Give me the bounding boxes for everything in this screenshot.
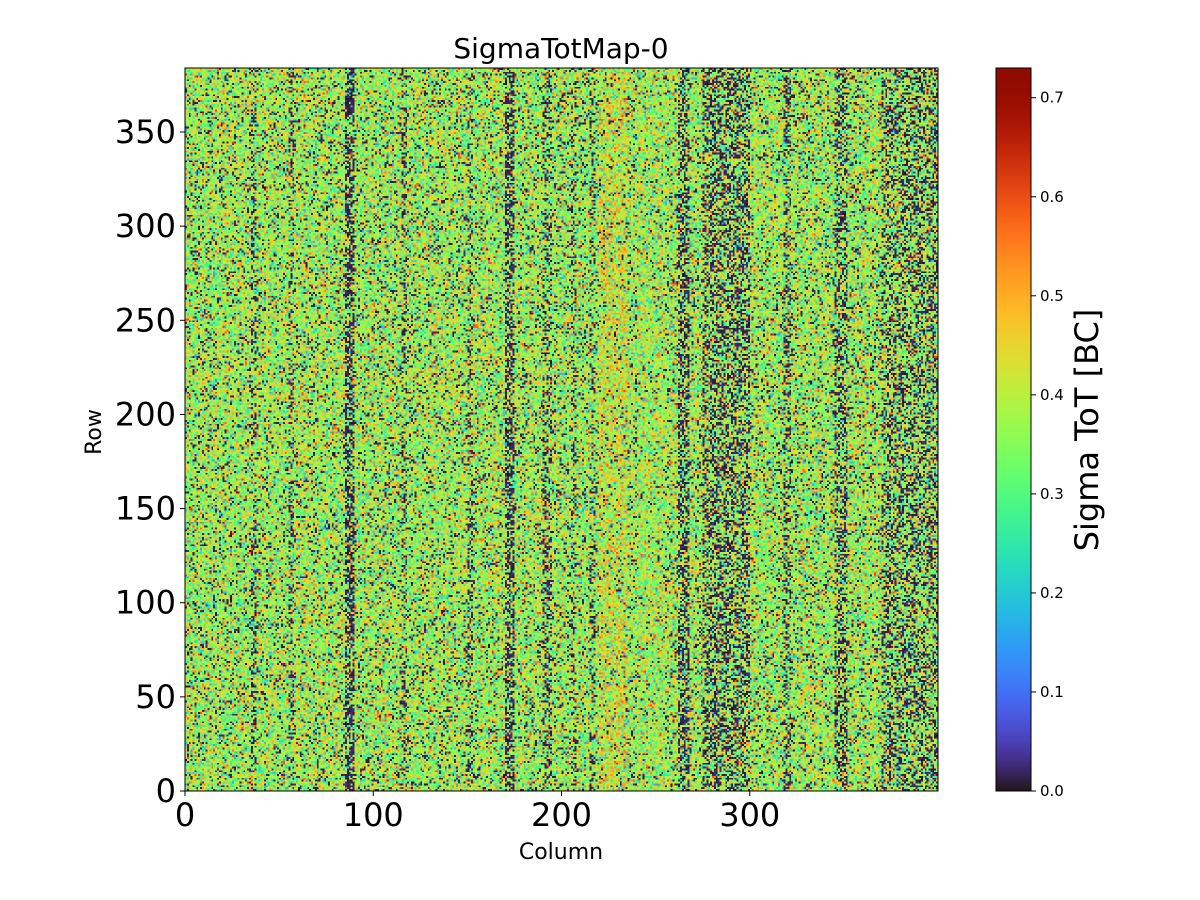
axes-layer: 0 100 200 300 0 50 100 150 200 250 300 350 (115, 67, 939, 834)
y-tick-label: 350 (115, 113, 176, 151)
plot-frame (184, 67, 939, 792)
y-tick-label: 100 (115, 584, 176, 622)
colorbar-tick-label: 0.4 (1040, 386, 1064, 404)
x-axis-label: Column (519, 840, 603, 865)
x-tick-label: 300 (719, 796, 780, 834)
colorbar-tick-label: 0.2 (1040, 584, 1064, 602)
x-tick-label: 200 (531, 796, 592, 834)
y-tick-label: 250 (115, 301, 176, 339)
colorbar-tick-label: 0.0 (1040, 782, 1064, 800)
x-tick-label: 0 (175, 796, 195, 834)
colorbar-tick-label: 0.5 (1040, 287, 1064, 305)
chart-title: SigmaTotMap-0 (453, 32, 668, 65)
y-axis-label: Row (82, 409, 107, 455)
colorbar-tick-label: 0.7 (1040, 89, 1064, 107)
y-tick-label: 150 (115, 490, 176, 528)
colorbar-label: Sigma ToT [BC] (1068, 309, 1106, 552)
colorbar-tick-label: 0.6 (1040, 188, 1064, 206)
y-tick-label: 0 (156, 772, 176, 810)
colorbar-tick-label: 0.1 (1040, 683, 1064, 701)
x-tick-label: 100 (343, 796, 404, 834)
y-tick-label: 50 (135, 678, 176, 716)
heatmap-image (185, 68, 938, 791)
colorbar-axis: 0.0 0.1 0.2 0.3 0.4 0.5 0.6 0.7 (995, 67, 1064, 800)
colorbar-frame (995, 67, 1032, 792)
colorbar-tick-label: 0.3 (1040, 485, 1064, 503)
y-tick-label: 200 (115, 395, 176, 433)
colorbar-gradient (996, 68, 1031, 791)
y-tick-label: 300 (115, 207, 176, 245)
